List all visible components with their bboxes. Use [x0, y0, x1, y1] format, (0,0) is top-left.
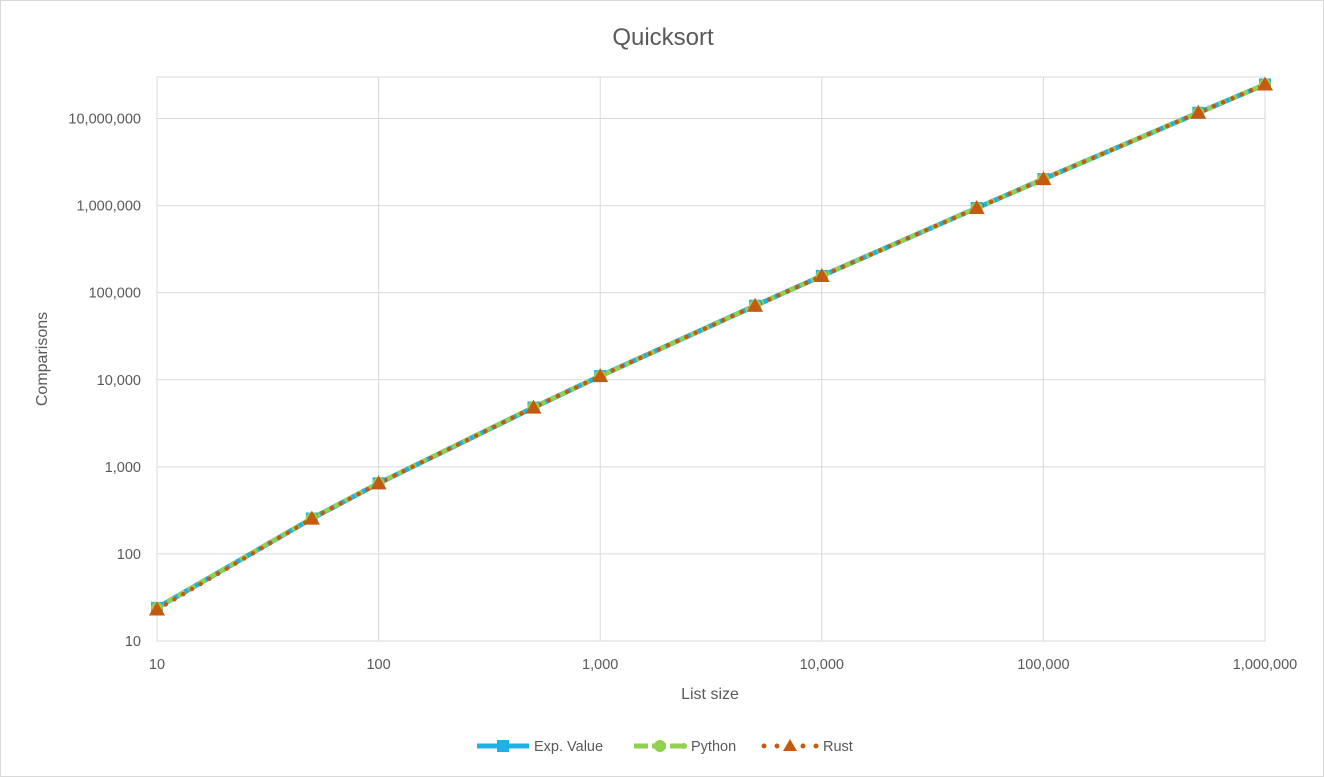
data-point-triangle [1035, 171, 1052, 186]
x-tick-label: 1,000 [582, 657, 618, 673]
data-point-triangle [1257, 76, 1273, 91]
x-axis-title: List size [681, 686, 739, 703]
data-point-triangle [813, 268, 830, 283]
legend-marker-dot [800, 743, 806, 749]
data-point-triangle [303, 510, 320, 525]
legend-label: Rust [823, 739, 853, 755]
y-tick-label: 100,000 [89, 286, 141, 302]
data-point-triangle [747, 297, 764, 312]
series-line-python [155, 82, 1266, 610]
data-point-triangle [1190, 104, 1207, 119]
series-layer [149, 76, 1273, 616]
legend-marker-dot [761, 743, 767, 749]
x-tick-label: 100 [366, 657, 390, 673]
data-point-triangle [525, 399, 542, 414]
legend-marker-circle [654, 740, 666, 752]
legend-marker-triangle [783, 739, 797, 751]
x-tick-label: 100,000 [1017, 657, 1069, 673]
y-tick-label: 10,000 [97, 373, 141, 389]
y-tick-label: 1,000,000 [76, 199, 141, 215]
y-tick-label: 10 [125, 634, 141, 650]
x-tick-label: 1,000,000 [1233, 657, 1298, 673]
data-point-triangle [592, 368, 609, 383]
legend-label: Exp. Value [534, 739, 603, 755]
legend: Exp. Value Python Rust [477, 739, 853, 755]
data-point-triangle [968, 200, 985, 215]
legend-marker-dot [813, 743, 819, 749]
legend-label: Python [691, 739, 736, 755]
legend-marker-square [497, 740, 509, 752]
y-tick-label: 1,000 [105, 460, 141, 476]
legend-marker-dot [681, 743, 687, 749]
data-point-triangle [149, 601, 165, 616]
x-tick-label: 10,000 [800, 657, 844, 673]
y-tick-label: 10,000,000 [68, 112, 141, 128]
series-line-exp-value [155, 82, 1266, 611]
y-axis-title: Comparisons [34, 312, 51, 406]
legend-marker-dot [774, 743, 780, 749]
series-line-rust [154, 82, 1268, 612]
grid [156, 76, 1266, 642]
tick-labels: 10 100 1,000 10,000 100,000 1,000,000 10,000,0… [68, 112, 1297, 673]
chart-title: Quicksort [612, 24, 714, 51]
data-point-triangle [370, 475, 387, 490]
y-tick-label: 100 [117, 547, 141, 563]
x-tick-label: 10 [149, 657, 165, 673]
